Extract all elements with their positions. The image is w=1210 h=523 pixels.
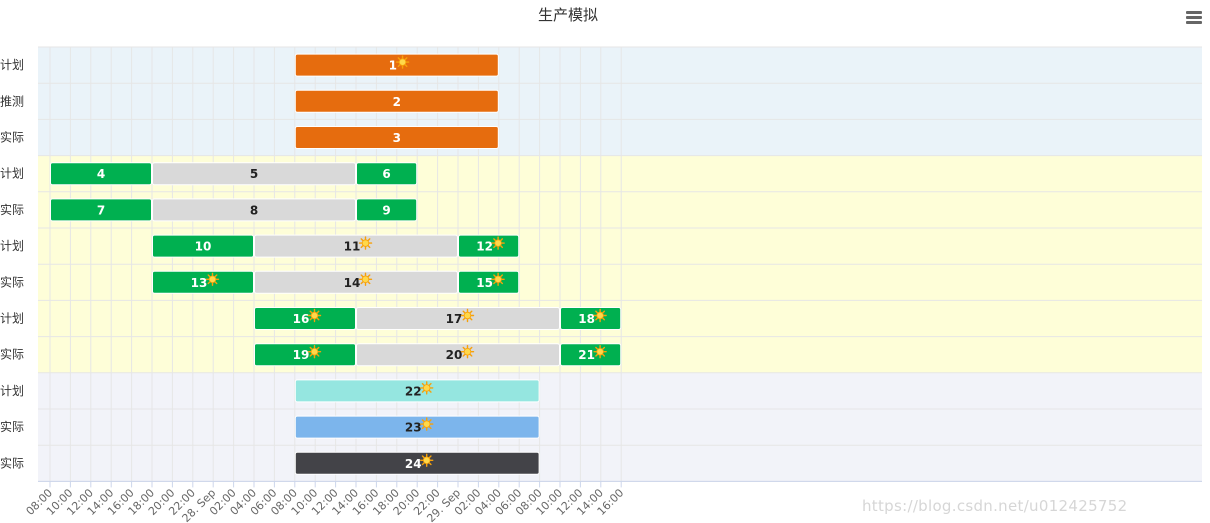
- task-label-22: 22: [405, 384, 422, 398]
- task-label-14: 14: [344, 276, 361, 290]
- task-label-24: 24: [405, 457, 422, 471]
- task-label-13: 13: [191, 276, 208, 290]
- task-label-15: 15: [476, 276, 493, 290]
- task-bar-4: [50, 162, 152, 186]
- sun-core: [463, 311, 472, 320]
- y-axis-label: 计划: [0, 384, 24, 398]
- sun-core: [398, 58, 407, 66]
- sun-icon: [420, 417, 434, 431]
- task-label-8: 8: [250, 203, 258, 217]
- sun-icon: [420, 453, 434, 467]
- y-axis-label: 实际: [0, 347, 24, 362]
- sun-icon: [395, 55, 410, 69]
- task-label-7: 7: [97, 203, 105, 217]
- hamburger-line-icon: [1186, 21, 1202, 24]
- y-axis-label: 实际: [0, 455, 24, 470]
- task-label-20: 20: [446, 348, 463, 362]
- sun-core: [208, 275, 217, 283]
- task-bar-24: [294, 451, 540, 475]
- task-label-10: 10: [195, 240, 212, 254]
- y-axis-label: 实际: [0, 274, 24, 289]
- task-label-3: 3: [393, 131, 401, 145]
- task-bar-14: [254, 270, 458, 294]
- task-bar-11: [254, 234, 458, 258]
- task-bar-1: [294, 53, 499, 77]
- task-label-1: 1: [389, 59, 397, 73]
- task-label-19: 19: [293, 348, 310, 362]
- y-axis-label: 实际: [0, 130, 24, 145]
- task-label-12: 12: [476, 240, 493, 254]
- task-label-16: 16: [293, 312, 310, 326]
- y-axis-label: 推测: [0, 94, 24, 108]
- y-axis-label: 计划: [0, 239, 24, 253]
- sun-core: [310, 311, 319, 320]
- sun-icon: [307, 345, 322, 359]
- sun-core: [596, 348, 604, 356]
- sun-core: [494, 239, 502, 247]
- task-bar-5: [152, 162, 356, 186]
- task-label-4: 4: [97, 167, 105, 181]
- sun-core: [423, 456, 431, 464]
- task-bar-22: [294, 379, 540, 403]
- task-label-17: 17: [446, 312, 463, 326]
- task-label-5: 5: [250, 167, 258, 181]
- task-bar-10: [152, 234, 254, 258]
- y-axis-label: 实际: [0, 202, 24, 217]
- task-bar-21: [560, 343, 622, 367]
- task-bar-9: [356, 198, 418, 222]
- chart-title: 生产模拟: [537, 6, 598, 24]
- sun-icon: [205, 272, 220, 286]
- sun-icon: [593, 345, 607, 359]
- task-label-6: 6: [382, 167, 390, 181]
- sun-core: [596, 311, 604, 320]
- sun-icon: [460, 345, 475, 359]
- task-label-21: 21: [578, 348, 595, 362]
- task-label-18: 18: [578, 312, 595, 326]
- row-band: [38, 47, 1202, 156]
- row-band: [38, 372, 1202, 482]
- sun-icon: [358, 272, 373, 286]
- sun-icon: [593, 308, 607, 323]
- task-label-9: 9: [382, 203, 390, 217]
- hamburger-line-icon: [1186, 11, 1202, 14]
- sun-core: [310, 348, 319, 356]
- task-bar-18: [560, 307, 622, 330]
- task-bar-17: [356, 307, 560, 330]
- task-bar-8: [152, 198, 356, 222]
- y-axis-label: 计划: [0, 312, 24, 326]
- task-bar-2: [294, 89, 499, 113]
- sun-core: [361, 239, 370, 247]
- sun-core: [361, 275, 370, 283]
- task-label-2: 2: [393, 95, 401, 109]
- sun-icon: [420, 381, 434, 395]
- sun-icon: [491, 236, 505, 250]
- sun-icon: [358, 236, 373, 250]
- sun-core: [463, 348, 472, 356]
- task-label-11: 11: [344, 240, 361, 254]
- task-bar-23: [294, 415, 540, 439]
- task-bar-20: [356, 343, 560, 367]
- task-label-23: 23: [405, 421, 422, 435]
- task-bar-13: [152, 270, 254, 294]
- sun-icon: [491, 272, 505, 286]
- sun-core: [423, 384, 431, 392]
- sun-icon: [307, 308, 322, 323]
- y-axis-label: 计划: [0, 58, 24, 72]
- y-axis-label: 实际: [0, 419, 24, 434]
- task-bar-6: [356, 162, 418, 186]
- task-bar-12: [458, 234, 520, 258]
- task-bar-19: [254, 343, 356, 367]
- sun-core: [423, 420, 431, 428]
- hamburger-line-icon: [1186, 16, 1202, 19]
- task-bar-3: [294, 126, 499, 149]
- task-bar-7: [50, 198, 152, 222]
- sun-icon: [460, 308, 475, 323]
- task-bar-15: [458, 270, 520, 294]
- y-axis-label: 计划: [0, 167, 24, 181]
- context-menu-button[interactable]: [1185, 10, 1203, 26]
- sun-core: [494, 275, 502, 283]
- task-bar-16: [254, 307, 356, 330]
